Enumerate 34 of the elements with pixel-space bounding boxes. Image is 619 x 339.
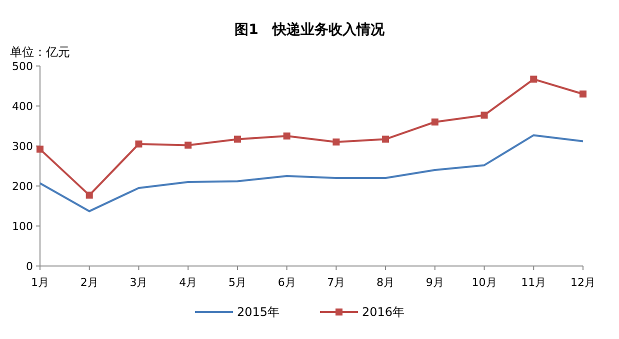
legend-label: 2016年 (362, 305, 405, 319)
x-tick-label: 5月 (228, 276, 246, 289)
x-tick-label: 9月 (426, 276, 444, 289)
point (580, 90, 586, 98)
x-tick-label: 4月 (179, 276, 198, 289)
x-tick-label: 6月 (278, 276, 296, 289)
point (135, 140, 142, 148)
y-tick-label: 100 (12, 220, 33, 233)
x-tick-label: 11月 (521, 276, 546, 289)
y-tick-label: 400 (12, 100, 33, 113)
x-tick-label: 7月 (327, 276, 346, 289)
chart-title: 图1 快递业务收入情况 (234, 21, 386, 38)
point (86, 192, 93, 199)
x-tick-label: 8月 (376, 276, 395, 289)
point (382, 136, 390, 143)
legend-label: 2015年 (237, 305, 280, 319)
point (480, 112, 488, 119)
y-tick-label: 300 (12, 140, 33, 153)
point (36, 146, 44, 153)
y-tick-label: 200 (12, 180, 33, 193)
x-tick-label: 12月 (570, 276, 596, 289)
y-tick-label: 500 (12, 60, 33, 73)
point (234, 136, 241, 143)
x-tick-label: 10月 (472, 276, 497, 289)
point (332, 138, 340, 146)
x-tick-label: 3月 (130, 276, 148, 289)
x-tick-label: 2月 (80, 276, 98, 289)
point (530, 76, 538, 83)
x-tick-label: 1月 (31, 276, 49, 289)
y-axis-title: 单位：亿元 (10, 45, 70, 59)
point (431, 118, 438, 126)
point (283, 132, 290, 140)
point (184, 142, 192, 149)
y-tick-label: 0 (26, 260, 33, 273)
